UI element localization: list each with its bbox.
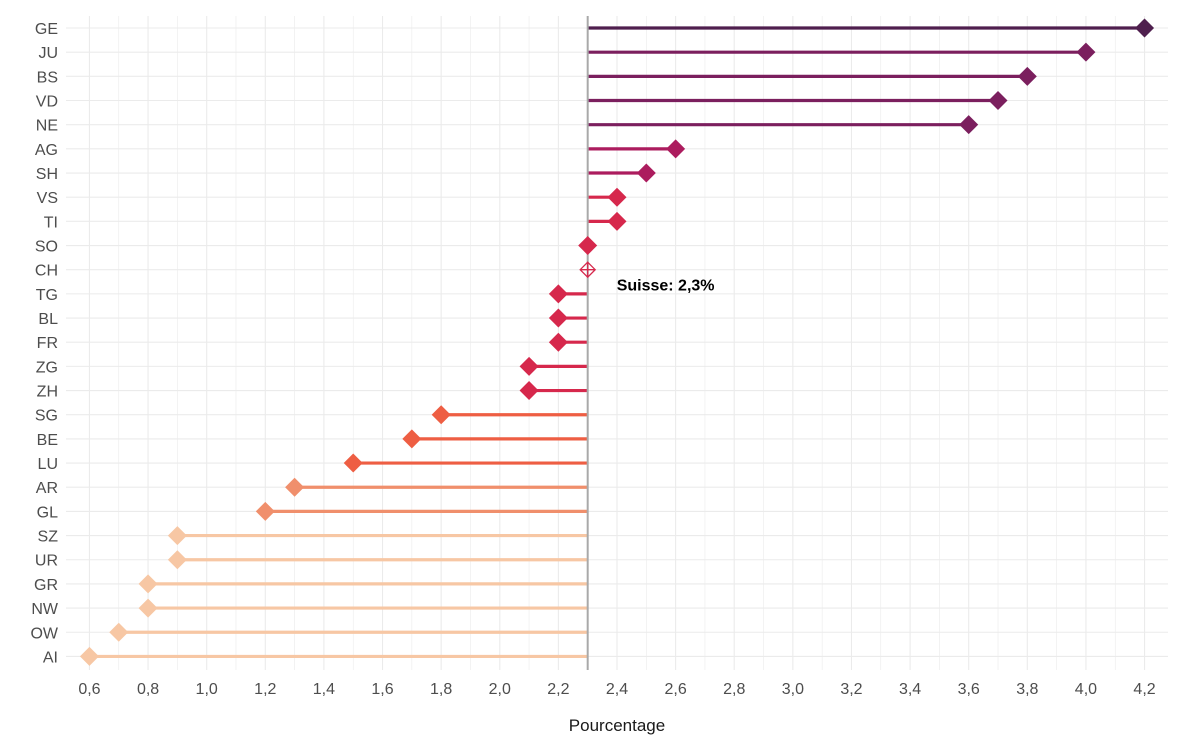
x-tick-label: 2,4 — [606, 681, 628, 698]
marker-sg — [431, 405, 451, 425]
category-label: GL — [37, 504, 58, 521]
category-label: ZG — [36, 359, 58, 376]
x-tick-label: 3,8 — [1016, 681, 1038, 698]
marker-ju — [1076, 42, 1096, 62]
category-label: NE — [36, 118, 58, 135]
marker-ai — [79, 646, 99, 666]
category-label: BE — [37, 432, 58, 449]
reference-marker — [579, 261, 597, 279]
marker-sz — [167, 526, 187, 546]
category-label: SZ — [38, 529, 59, 546]
category-label: BL — [38, 311, 58, 328]
x-tick-label: 2,2 — [547, 681, 569, 698]
category-label: OW — [30, 625, 58, 642]
category-label: JU — [38, 45, 58, 62]
category-label: VS — [37, 190, 58, 207]
x-axis-tick-labels: 0,6 0,8 1,0 1,2 1,4 1,6 1,8 2,0 2,2 2,4 2,6 2,8 3,0 3… — [78, 681, 1155, 698]
marker-vd — [988, 91, 1008, 111]
x-tick-label: 1,6 — [371, 681, 393, 698]
x-tick-label: 1,0 — [196, 681, 218, 698]
lollipop-markers — [79, 18, 1155, 666]
marker-tg — [548, 284, 568, 304]
category-label: VD — [36, 94, 58, 111]
x-tick-label: 0,8 — [137, 681, 159, 698]
category-label: SG — [35, 408, 58, 425]
category-label: AG — [35, 142, 58, 159]
marker-so — [578, 236, 598, 256]
x-tick-label: 3,2 — [840, 681, 862, 698]
x-tick-label: 2,6 — [664, 681, 686, 698]
category-label: UR — [35, 553, 58, 570]
x-axis-title: Pourcentage — [569, 716, 665, 735]
x-tick-label: 1,8 — [430, 681, 452, 698]
grid — [66, 16, 1168, 670]
marker-ow — [109, 622, 129, 642]
marker-vs — [607, 187, 627, 207]
x-tick-label: 3,6 — [958, 681, 980, 698]
category-label: NW — [31, 601, 59, 618]
x-tick-label: 1,2 — [254, 681, 276, 698]
marker-ar — [285, 477, 305, 497]
category-label: AR — [36, 480, 58, 497]
lollipop-stems — [89, 26, 1145, 659]
reference-annotation: Suisse: 2,3% — [617, 278, 715, 295]
x-tick-label: 3,4 — [899, 681, 921, 698]
x-tick-label: 2,8 — [723, 681, 745, 698]
category-label: SH — [36, 166, 58, 183]
category-label: CH — [35, 263, 58, 280]
marker-gl — [255, 501, 275, 521]
marker-bs — [1017, 66, 1037, 86]
marker-gr — [138, 574, 158, 594]
y-axis-labels: GE JU BS VD NE AG SH VS TI SO CH TG BL FR ZG ZH SG BE LU AR… — [30, 21, 58, 666]
x-tick-label: 1,4 — [313, 681, 335, 698]
x-tick-label: 0,6 — [78, 681, 100, 698]
category-label: BS — [37, 69, 58, 86]
marker-sh — [636, 163, 656, 183]
marker-fr — [548, 332, 568, 352]
marker-nw — [138, 598, 158, 618]
x-tick-label: 3,0 — [782, 681, 804, 698]
category-label: TI — [44, 214, 58, 231]
category-label: GR — [34, 577, 58, 594]
x-tick-label: 2,0 — [489, 681, 511, 698]
marker-ti — [607, 211, 627, 231]
category-label: LU — [38, 456, 58, 473]
marker-zg — [519, 356, 539, 376]
x-tick-label: 4,2 — [1133, 681, 1155, 698]
marker-zh — [519, 381, 539, 401]
marker-be — [402, 429, 422, 449]
marker-ne — [959, 115, 979, 135]
category-label: TG — [36, 287, 58, 304]
category-label: SO — [35, 239, 58, 256]
marker-ge — [1135, 18, 1155, 38]
category-label: FR — [37, 335, 58, 352]
category-label: ZH — [37, 384, 58, 401]
marker-lu — [343, 453, 363, 473]
marker-bl — [548, 308, 568, 328]
category-label: AI — [43, 649, 58, 666]
x-tick-label: 4,0 — [1075, 681, 1097, 698]
marker-ur — [167, 550, 187, 570]
marker-ag — [666, 139, 686, 159]
category-label: GE — [35, 21, 58, 38]
